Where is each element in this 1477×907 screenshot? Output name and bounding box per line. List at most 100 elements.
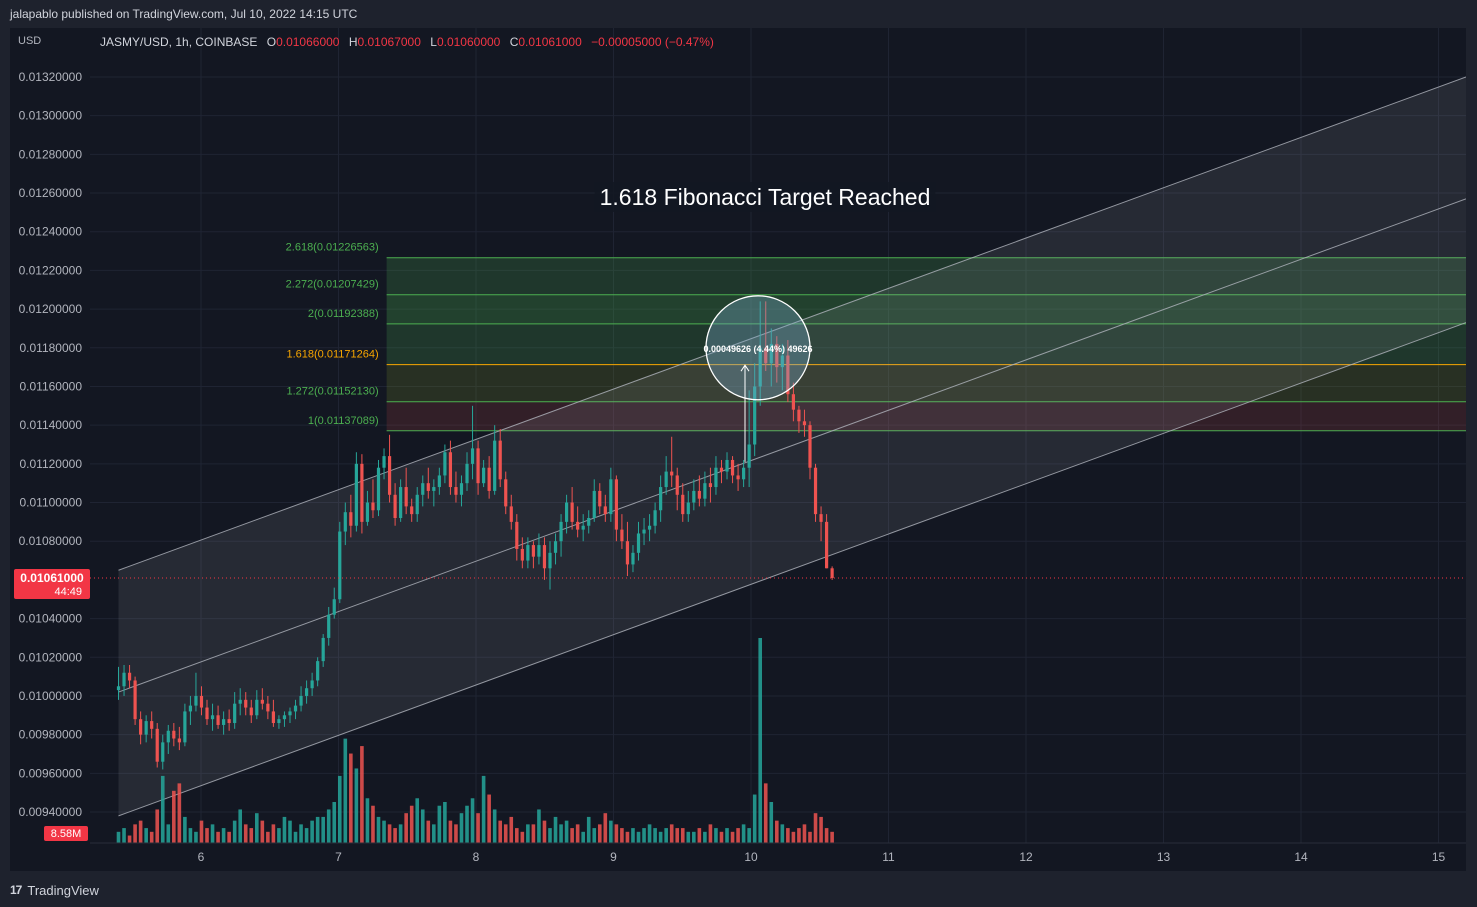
volume-bar	[686, 831, 691, 843]
candle-body	[382, 456, 386, 468]
candle-body	[349, 512, 353, 526]
candle-body	[482, 467, 486, 484]
candle-body	[222, 719, 226, 725]
candle-body	[277, 719, 281, 724]
volume-bar	[564, 820, 569, 843]
candle-body	[249, 707, 253, 716]
candle-body	[791, 394, 796, 410]
candle-body	[426, 483, 430, 491]
candle-body	[526, 545, 530, 561]
candle-body	[293, 705, 298, 712]
candle-body	[730, 459, 735, 476]
candle-body	[255, 699, 259, 716]
volume-badge	[44, 826, 88, 841]
candle-body	[531, 545, 535, 557]
price-chart[interactable]: 2.618(0.01226563) 2.272(0.01207429) 2(0.01…	[10, 28, 1466, 871]
candle-body	[343, 512, 347, 532]
fib-level-label: 2.618(0.01226563)	[286, 242, 379, 254]
volume-bar	[636, 831, 641, 843]
channel-midline	[118, 198, 1466, 693]
volume-bar	[277, 828, 281, 843]
fib-zone	[386, 364, 1466, 402]
price-tick-label: 0.01000000	[19, 689, 83, 703]
volume-bar	[647, 824, 652, 843]
volume-value: 8.58M	[51, 828, 82, 840]
volume-bar	[592, 828, 597, 843]
volume-bar	[315, 816, 320, 843]
candle-body	[387, 456, 392, 495]
candle-body	[631, 552, 635, 565]
volume-bar	[144, 828, 148, 843]
fib-level-label: 2(0.01192388)	[308, 308, 379, 320]
volume-bar	[492, 809, 497, 843]
footer: 17 TradingView	[10, 881, 99, 899]
volume-bar	[332, 802, 337, 843]
volume-bar	[437, 805, 442, 843]
volume-bar	[498, 820, 503, 843]
volume-bar	[675, 828, 680, 843]
volume-bar	[476, 813, 480, 843]
volume-bar	[299, 824, 303, 843]
candle-body	[321, 637, 325, 662]
low-value: 0.01060000	[436, 35, 501, 49]
volume-bar	[160, 775, 165, 843]
candle-body	[736, 475, 740, 480]
candle-body	[155, 728, 159, 762]
volume-bar	[597, 824, 602, 843]
volume-bar	[122, 828, 126, 843]
volume-bar	[443, 802, 447, 843]
volume-bar	[481, 775, 486, 843]
candle-body	[708, 483, 713, 488]
volume-bar	[703, 831, 707, 843]
candle-body	[775, 343, 779, 368]
fib-level-label: 1.618(0.01171264)	[286, 349, 378, 361]
candle-body	[703, 483, 707, 499]
volume-bar	[183, 816, 187, 843]
volume-bar	[791, 831, 796, 843]
price-tick-label: 0.01080000	[19, 534, 83, 548]
candle-body	[205, 707, 209, 720]
volume-bar	[526, 824, 530, 843]
volume-bar	[360, 746, 364, 843]
close-value: 0.01061000	[518, 35, 582, 49]
volume-bar	[758, 638, 763, 843]
volume-bar	[730, 831, 735, 843]
countdown-timer: 44:49	[54, 586, 82, 598]
candle-body	[642, 529, 646, 534]
change-value: −0.00005000 (−0.47%)	[591, 35, 714, 49]
volume-bar	[470, 798, 475, 843]
volume-bar	[254, 813, 259, 843]
chart-frame[interactable]: 2.618(0.01226563) 2.272(0.01207429) 2(0.01…	[10, 28, 1466, 871]
volume-bar	[669, 824, 674, 843]
volume-bar	[658, 831, 663, 843]
volume-bar	[553, 816, 558, 843]
volume-bar	[631, 828, 635, 843]
candle-body	[714, 467, 718, 488]
annotation-title-background	[594, 182, 936, 212]
volume-bar	[194, 831, 198, 843]
volume-bar	[465, 805, 469, 843]
volume-bar	[116, 831, 121, 843]
candle-body	[404, 487, 408, 507]
fib-level-label: 2.272(0.01207429)	[286, 279, 379, 291]
volume-bar	[382, 820, 386, 843]
candle-body	[304, 688, 309, 696]
candle-body	[653, 510, 657, 526]
volume-bar	[448, 820, 453, 843]
candle-body	[559, 521, 563, 542]
candle-body	[454, 487, 458, 495]
candle-body	[780, 355, 784, 368]
overlay-drawings: 1.618 Fibonacci Target Reached 0.00049626…	[14, 182, 1466, 841]
candle-body	[620, 529, 624, 542]
candle-body	[443, 452, 447, 476]
volume-bar	[232, 820, 237, 843]
volume-bar	[575, 824, 580, 843]
high-label: H	[348, 35, 358, 49]
candle-body	[437, 475, 441, 488]
candle-body	[675, 475, 679, 495]
candle-body	[548, 552, 552, 569]
time-tick-label: 13	[1157, 850, 1171, 864]
volume-bar	[149, 831, 154, 843]
volume-bar	[586, 816, 591, 843]
candle-body	[227, 719, 231, 724]
